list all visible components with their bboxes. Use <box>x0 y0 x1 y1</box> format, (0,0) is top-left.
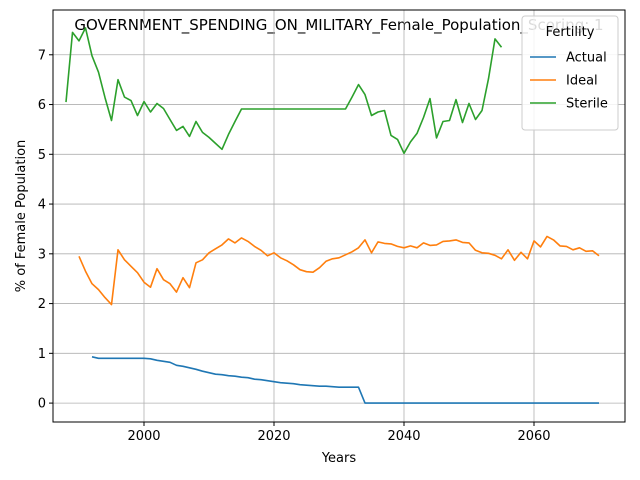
y-tick-label: 0 <box>38 397 46 412</box>
legend: Fertility Actual Ideal Sterile <box>521 15 619 131</box>
y-tick-label: 4 <box>38 198 46 213</box>
y-tick-label: 1 <box>38 347 46 362</box>
y-tick-label: 6 <box>38 98 46 113</box>
x-tick-label: 2000 <box>127 429 160 444</box>
axis-ticks: 2000 2020 2040 2060 0 1 2 3 4 5 6 7 <box>38 48 551 444</box>
legend-title: Fertility <box>546 25 595 40</box>
x-tick-label: 2040 <box>387 429 420 444</box>
legend-box <box>521 15 619 131</box>
series-line-actual <box>91 356 599 404</box>
plot-frame <box>52 9 626 423</box>
legend-entries: Actual Ideal Sterile <box>530 51 608 112</box>
series-lines <box>65 27 600 404</box>
y-tick-label: 7 <box>38 48 46 63</box>
y-tick-label: 2 <box>38 297 46 312</box>
legend-label-sterile: Sterile <box>566 97 608 112</box>
x-tick-label: 2060 <box>517 429 550 444</box>
x-axis-label: Years <box>321 451 357 466</box>
y-tick-label: 5 <box>38 148 46 163</box>
chart-title: GOVERNMENT_SPENDING_ON_MILITARY_Female_P… <box>74 16 603 35</box>
legend-label-actual: Actual <box>566 51 607 66</box>
x-tick-label: 2020 <box>257 429 290 444</box>
legend-label-ideal: Ideal <box>566 74 598 89</box>
y-tick-label: 3 <box>38 247 46 262</box>
series-line-sterile <box>65 27 503 155</box>
y-axis-label: % of Female Population <box>14 140 29 293</box>
series-line-ideal <box>78 235 600 306</box>
